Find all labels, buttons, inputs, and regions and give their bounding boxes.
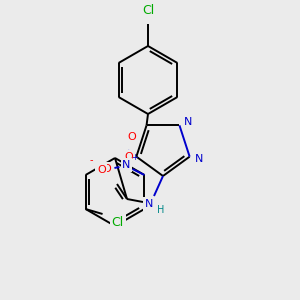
Text: N: N xyxy=(194,154,203,164)
Text: N: N xyxy=(145,199,153,209)
Text: O: O xyxy=(97,165,106,175)
Text: N: N xyxy=(122,160,130,170)
Text: Cl: Cl xyxy=(142,4,154,17)
Text: O: O xyxy=(124,152,133,162)
Text: +: + xyxy=(131,152,138,161)
Text: O: O xyxy=(103,164,111,174)
Text: H: H xyxy=(157,205,165,215)
Text: N: N xyxy=(184,117,193,127)
Text: Cl: Cl xyxy=(111,215,124,229)
Text: O: O xyxy=(127,132,136,142)
Text: -: - xyxy=(90,155,93,165)
